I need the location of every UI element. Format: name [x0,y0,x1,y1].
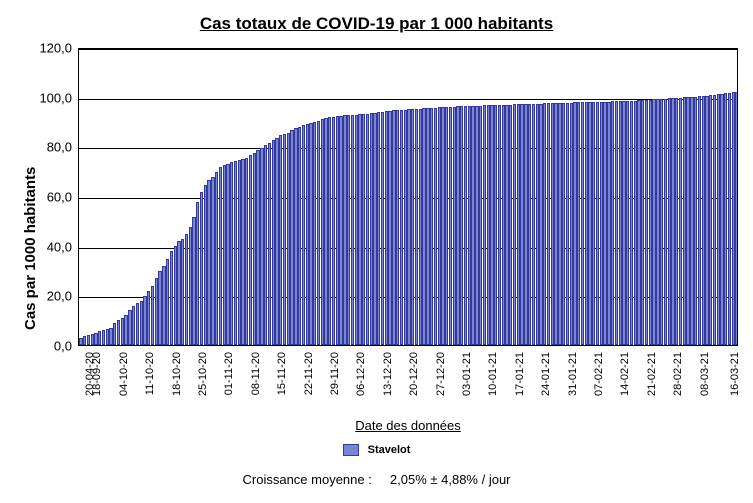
x-tick-label: 08-11-20 [250,352,262,412]
x-tick-label: 16-03-21 [729,352,741,412]
growth-label: Croissance moyenne : [243,472,372,487]
x-tick-label: 15-11-20 [276,352,288,412]
x-tick-label: 13-12-20 [382,352,394,412]
x-tick-label: 10-01-21 [487,352,499,412]
x-tick-label: 04-10-20 [118,352,130,412]
x-tick-label: 28-02-21 [672,352,684,412]
growth-line: Croissance moyenne : 2,05% ± 4,88% / jou… [0,472,753,487]
x-tick-label: 20-12-20 [408,352,420,412]
bar [735,92,738,345]
plot-area [78,48,738,346]
y-tick-label: 40,0 [28,239,72,254]
x-tick-label: 24-01-21 [540,352,552,412]
x-tick-label: 14-02-21 [619,352,631,412]
x-tick-label: 03-01-21 [461,352,473,412]
y-tick-label: 0,0 [28,339,72,354]
x-tick-label: 25-10-20 [197,352,209,412]
y-tick-label: 80,0 [28,140,72,155]
legend: Stavelot [0,444,753,456]
growth-value: 2,05% ± 4,88% / jour [390,472,511,487]
legend-label: Stavelot [368,444,411,456]
x-tick-label: 27-12-20 [435,352,447,412]
x-axis-title: Date des données [78,418,738,433]
y-tick-label: 100,0 [28,90,72,105]
chart-title: Cas totaux de COVID-19 par 1 000 habitan… [0,14,753,34]
x-tick-label: 21-02-21 [646,352,658,412]
x-tick-label: 08-03-21 [699,352,711,412]
legend-swatch [343,444,359,456]
gridline [79,49,737,50]
x-tick-label: 06-12-20 [355,352,367,412]
x-tick-label: 01-11-20 [223,352,235,412]
x-tick-label: 07-02-21 [593,352,605,412]
y-tick-label: 120,0 [28,41,72,56]
chart-container: Cas totaux de COVID-19 par 1 000 habitan… [0,0,753,503]
x-tick-label: 29-11-20 [329,352,341,412]
x-tick-label: 18-10-20 [171,352,183,412]
y-tick-label: 60,0 [28,190,72,205]
x-tick-label: 11-10-20 [144,352,156,412]
x-tick-label: 18-09-20 [91,352,103,412]
x-tick-label: 31-01-21 [567,352,579,412]
x-tick-label: 22-11-20 [303,352,315,412]
x-tick-label: 17-01-21 [514,352,526,412]
y-tick-label: 20,0 [28,289,72,304]
